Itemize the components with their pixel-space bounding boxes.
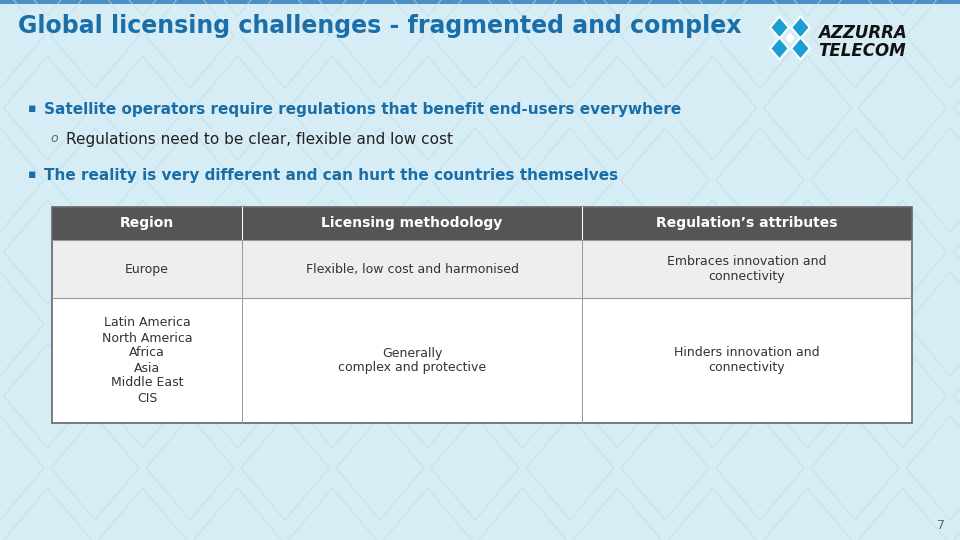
- Text: 7: 7: [937, 519, 945, 532]
- Polygon shape: [791, 37, 810, 59]
- Polygon shape: [786, 33, 794, 43]
- Text: o: o: [50, 132, 58, 145]
- Text: Flexible, low cost and harmonised: Flexible, low cost and harmonised: [305, 262, 518, 275]
- Bar: [52, 298, 912, 423]
- Polygon shape: [770, 16, 789, 38]
- Bar: [0, 0, 960, 4]
- Text: AZZURRA: AZZURRA: [818, 24, 907, 42]
- Text: Regulation’s attributes: Regulation’s attributes: [657, 217, 838, 231]
- Text: ▪: ▪: [28, 168, 36, 181]
- Text: Europe: Europe: [125, 262, 169, 275]
- Text: Regulations need to be clear, flexible and low cost: Regulations need to be clear, flexible a…: [66, 132, 453, 147]
- Text: The reality is very different and can hurt the countries themselves: The reality is very different and can hu…: [44, 168, 618, 183]
- Text: Latin America
North America
Africa
Asia
Middle East
CIS: Latin America North America Africa Asia …: [102, 316, 192, 404]
- Text: TELECOM: TELECOM: [818, 42, 905, 60]
- Polygon shape: [770, 37, 789, 59]
- Text: Satellite operators require regulations that benefit end-users everywhere: Satellite operators require regulations …: [44, 102, 682, 117]
- Text: Embraces innovation and
connectivity: Embraces innovation and connectivity: [667, 255, 827, 283]
- Bar: [52, 240, 912, 298]
- Text: Global licensing challenges - fragmented and complex: Global licensing challenges - fragmented…: [18, 14, 741, 38]
- Text: Region: Region: [120, 217, 174, 231]
- Polygon shape: [791, 16, 810, 38]
- Text: Licensing methodology: Licensing methodology: [322, 217, 503, 231]
- Bar: [52, 207, 912, 423]
- Bar: [52, 207, 912, 240]
- Text: ▪: ▪: [28, 102, 36, 115]
- Text: Hinders innovation and
connectivity: Hinders innovation and connectivity: [674, 347, 820, 375]
- Bar: [52, 207, 912, 423]
- Text: Generally
complex and protective: Generally complex and protective: [338, 347, 486, 375]
